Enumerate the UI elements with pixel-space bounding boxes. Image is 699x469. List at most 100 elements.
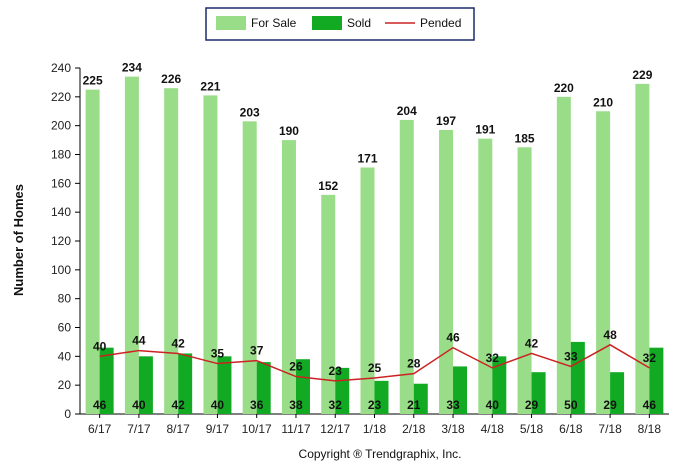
y-axis-ticks: 0 20 40 60 80 100 120 140 160 180 200 220 240 (51, 61, 80, 421)
legend-swatch-for-sale (216, 16, 246, 30)
bar-for-sale (439, 129, 454, 414)
x-tick-label: 7/18 (598, 422, 622, 436)
bar-sold (217, 356, 232, 414)
bar-sold (295, 359, 310, 414)
bar-sold (413, 383, 428, 414)
bar-sold (178, 353, 193, 414)
bar-for-sale (321, 194, 336, 414)
label-pended: 35 (211, 347, 225, 361)
legend-label-sold: Sold (347, 16, 371, 30)
label-sold: 29 (603, 398, 617, 412)
bar-for-sale (360, 167, 375, 414)
label-pended: 42 (525, 336, 539, 350)
label-for-sale: 185 (515, 131, 535, 145)
label-for-sale: 225 (83, 74, 103, 88)
y-tick-label: 60 (58, 321, 72, 335)
label-sold: 38 (289, 398, 303, 412)
y-tick-label: 160 (51, 176, 71, 190)
bar-for-sale (164, 88, 179, 414)
bar-sold (531, 372, 546, 414)
label-pended: 40 (93, 339, 107, 353)
label-for-sale: 191 (475, 123, 495, 137)
x-tick-label: 5/18 (520, 422, 544, 436)
y-tick-label: 140 (51, 205, 71, 219)
y-axis-title: Number of Homes (11, 184, 26, 296)
y-tick-label: 120 (51, 234, 71, 248)
bar-sold (610, 372, 625, 414)
pended-polyline (99, 343, 650, 382)
label-pended: 26 (289, 360, 303, 374)
bar-for-sale (399, 119, 414, 415)
x-tick-label: 8/17 (166, 422, 190, 436)
x-tick-label: 7/17 (127, 422, 151, 436)
label-pended: 48 (603, 328, 617, 342)
label-for-sale: 234 (122, 61, 142, 75)
label-for-sale: 204 (397, 104, 417, 118)
label-sold: 32 (329, 398, 343, 412)
label-sold: 29 (525, 398, 539, 412)
x-tick-label: 1/18 (363, 422, 387, 436)
y-tick-label: 80 (58, 292, 72, 306)
x-tick-label: 4/18 (481, 422, 505, 436)
y-tick-label: 180 (51, 148, 71, 162)
bar-sold (453, 366, 468, 414)
x-tick-label: 9/17 (206, 422, 230, 436)
bar-for-sale (635, 83, 650, 414)
label-pended: 44 (132, 334, 146, 348)
x-axis-ticks: 6/17 7/17 8/17 9/17 10/17 11/17 12/17 1/18 2/18 3… (88, 414, 661, 436)
label-sold: 46 (643, 398, 657, 412)
label-for-sale: 197 (436, 114, 456, 128)
y-tick-label: 0 (64, 407, 71, 421)
x-tick-label: 11/17 (281, 422, 310, 436)
label-pended: 37 (250, 344, 264, 358)
label-sold: 40 (132, 398, 146, 412)
label-for-sale: 220 (554, 81, 574, 95)
label-sold: 23 (368, 398, 382, 412)
y-tick-label: 200 (51, 119, 71, 133)
legend: For Sale Sold Pended (205, 7, 475, 41)
label-for-sale: 203 (240, 105, 260, 119)
bar-sold (649, 347, 664, 414)
label-sold: 33 (446, 398, 460, 412)
for-sale-bars (85, 76, 650, 415)
label-for-sale: 229 (632, 68, 652, 82)
label-for-sale: 152 (318, 179, 338, 193)
label-sold: 40 (211, 398, 225, 412)
label-for-sale: 210 (593, 95, 613, 109)
label-pended: 46 (446, 331, 460, 345)
legend-label-for-sale: For Sale (251, 16, 297, 30)
label-for-sale: 171 (357, 151, 377, 165)
bar-sold (374, 380, 389, 414)
x-tick-label: 2/18 (402, 422, 426, 436)
bar-for-sale (124, 76, 139, 415)
y-tick-label: 220 (51, 90, 71, 104)
bar-sold (492, 356, 507, 414)
bar-for-sale (242, 121, 257, 414)
label-for-sale: 190 (279, 124, 299, 138)
y-tick-label: 20 (58, 378, 72, 392)
copyright: Copyright ® Trendgraphix, Inc. (299, 447, 462, 461)
x-tick-label: 6/17 (88, 422, 112, 436)
label-pended: 28 (407, 357, 421, 371)
bar-for-sale (85, 89, 100, 414)
x-tick-label: 8/18 (638, 422, 662, 436)
pended-line (99, 343, 650, 382)
data-labels: 225 46 234 40 226 42 221 40 203 36 190 38 152 32 171 23… (83, 61, 657, 412)
legend-label-pended: Pended (420, 16, 461, 30)
label-for-sale: 221 (200, 79, 220, 93)
x-tick-label: 12/17 (320, 422, 350, 436)
bar-for-sale (281, 140, 296, 415)
x-tick-label: 3/18 (441, 422, 465, 436)
bar-for-sale (478, 138, 493, 414)
label-sold: 36 (250, 398, 264, 412)
y-tick-label: 100 (51, 263, 71, 277)
x-tick-label: 10/17 (242, 422, 272, 436)
bar-sold (99, 347, 114, 414)
bar-for-sale (556, 96, 571, 414)
label-for-sale: 226 (161, 72, 181, 86)
bar-for-sale (517, 147, 532, 414)
bar-for-sale (203, 95, 218, 415)
sold-bars (99, 341, 664, 414)
label-pended: 33 (564, 349, 578, 363)
